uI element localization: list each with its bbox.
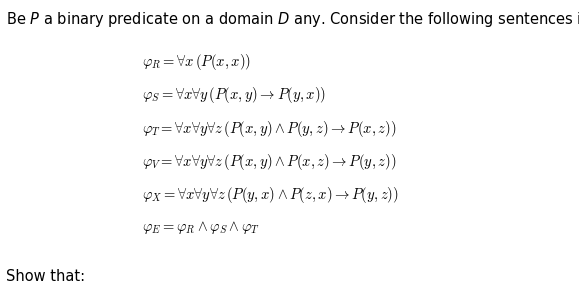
Text: $\varphi_T = \forall x \forall y \forall z\, (P(x, y) \wedge P(y, z) \rightarrow: $\varphi_T = \forall x \forall y \forall…	[142, 119, 396, 139]
Text: $\varphi_V = \forall x \forall y \forall z\, (P(x, y) \wedge P(x, z) \rightarrow: $\varphi_V = \forall x \forall y \forall…	[142, 152, 396, 172]
Text: $\varphi_S = \forall x \forall y\, (P(x, y) \rightarrow P(y, x))$: $\varphi_S = \forall x \forall y\, (P(x,…	[142, 85, 326, 105]
Text: $\varphi_E = \varphi_R \wedge \varphi_S \wedge \varphi_T$: $\varphi_E = \varphi_R \wedge \varphi_S …	[142, 219, 259, 235]
Text: Be $P$ a binary predicate on a domain $D$ any. Consider the following sentences : Be $P$ a binary predicate on a domain $D…	[6, 10, 579, 29]
Text: Show that:: Show that:	[6, 269, 85, 282]
Text: $\varphi_R = \forall x\, (P(x, x))$: $\varphi_R = \forall x\, (P(x, x))$	[142, 52, 251, 72]
Text: $\varphi_X = \forall x \forall y \forall z\, (P(y, x) \wedge P(z, x) \rightarrow: $\varphi_X = \forall x \forall y \forall…	[142, 185, 399, 205]
